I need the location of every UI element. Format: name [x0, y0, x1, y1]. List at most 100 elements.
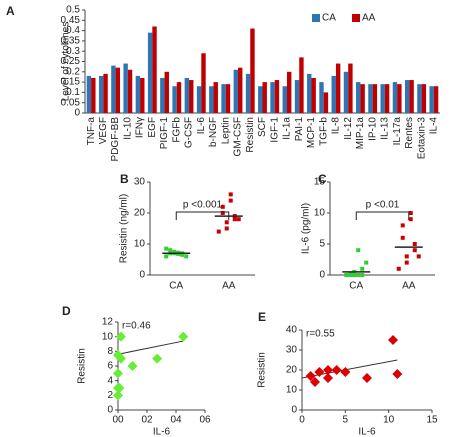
data-point [184, 254, 189, 259]
x-tick-label: VEGF [98, 117, 109, 144]
data-point [152, 353, 163, 364]
x-tick-label: PAI-1 [294, 117, 305, 142]
bar [274, 80, 280, 113]
bar [176, 82, 182, 113]
data-point [113, 350, 123, 360]
data-point [364, 260, 369, 265]
y-tick-label: 0 [74, 108, 80, 119]
x-tick-label: IL-17a [392, 117, 403, 146]
y-axis-label: Resistin [257, 352, 268, 388]
trend-line [301, 359, 398, 379]
y-axis-label: Level of cytokines [61, 22, 72, 102]
x-tick-label: Rentes [404, 117, 415, 149]
legend-label: AA [362, 13, 376, 24]
x-tick-label: 15 [426, 415, 438, 426]
y-tick-label: 0.2 [66, 66, 80, 77]
y-tick-label: 30 [286, 345, 298, 356]
data-point [404, 254, 409, 259]
y-tick-label: 2 [107, 390, 113, 401]
data-point [224, 226, 229, 231]
x-tick-label: MCP-1 [306, 117, 317, 149]
x-tick-label: FGFb [171, 117, 182, 143]
bar [294, 80, 300, 113]
bar [152, 26, 157, 114]
bar [250, 28, 255, 113]
y-tick-label: 5 [319, 239, 325, 250]
data-point [113, 390, 123, 401]
annotation: p <0.001 [183, 200, 223, 211]
bar [380, 84, 385, 113]
panel-label: C [318, 172, 327, 186]
bar [372, 84, 378, 113]
legend-label: CA [322, 13, 336, 24]
data-point [408, 211, 413, 215]
x-tick-label: AA [402, 281, 416, 292]
bar [135, 75, 141, 113]
data-point [314, 367, 325, 377]
bar [262, 82, 267, 113]
y-tick-label: 0.45 [61, 15, 81, 26]
bar [397, 84, 402, 113]
data-point [416, 254, 421, 259]
data-point [113, 368, 123, 379]
bar [245, 73, 251, 113]
y-tick-label: 0.25 [61, 56, 81, 67]
x-tick-label: Leptin [220, 117, 231, 144]
data-point [127, 361, 138, 371]
x-tick-label: CA [169, 281, 183, 292]
bar [331, 75, 336, 113]
data-point [362, 373, 372, 383]
x-tick-label: IL-12 [343, 117, 354, 140]
bar [123, 63, 128, 113]
x-tick-label: MIP-1a [355, 117, 366, 150]
bar [196, 86, 202, 113]
annotation: r=0.46 [122, 321, 151, 332]
data-point [348, 273, 353, 277]
x-axis-label: IL-6 [358, 427, 376, 437]
x-tick-label: 02 [141, 415, 153, 426]
data-point [344, 273, 349, 277]
bar [201, 53, 206, 113]
data-point [408, 217, 413, 222]
x-tick-label: SCF [257, 117, 268, 137]
x-tick-label: TNF-a [86, 117, 97, 146]
data-point [356, 273, 361, 277]
legend-swatch [312, 14, 320, 22]
data-point [228, 192, 233, 197]
bar [111, 65, 116, 113]
x-tick-label: AA [222, 281, 236, 292]
x-axis-label: IL-6 [153, 427, 171, 437]
panel-label: B [120, 172, 129, 186]
y-tick-label: 4 [107, 375, 113, 386]
bar [299, 57, 304, 113]
x-tick-label: IL-13 [380, 117, 391, 140]
bar [189, 80, 194, 113]
x-tick-label: IL-6 [196, 117, 207, 135]
x-tick-label: 06 [199, 415, 211, 426]
x-tick-label: CA [349, 281, 363, 292]
x-tick-label: PDGF-BB [110, 117, 121, 162]
bar [348, 63, 353, 113]
y-axis-label: IL-6 (pg/ml) [301, 203, 312, 254]
significance-bracket [355, 211, 410, 220]
x-tick-label: IL-10 [122, 117, 133, 140]
y-tick-label: 20 [134, 208, 146, 219]
annotation: p <0.01 [366, 200, 400, 211]
panel-label: A [6, 4, 15, 18]
data-point [114, 383, 125, 393]
x-tick-label: IP-10 [367, 117, 378, 141]
bar [160, 77, 165, 113]
data-point [220, 211, 225, 215]
bar [213, 82, 218, 113]
data-point [360, 273, 365, 277]
bar [421, 84, 427, 113]
bar [282, 86, 287, 113]
y-tick-label: 6 [107, 361, 113, 372]
x-tick-label: 10 [383, 415, 395, 426]
significance-bracket [175, 211, 230, 220]
y-tick-label: 0.05 [61, 97, 81, 108]
y-tick-label: 10 [102, 331, 114, 342]
data-point [224, 220, 229, 225]
data-point [352, 273, 357, 277]
bar [172, 86, 177, 113]
